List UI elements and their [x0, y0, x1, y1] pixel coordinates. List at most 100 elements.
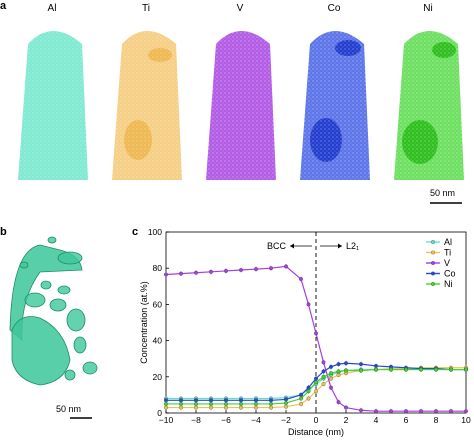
x-tick-label: −10 [159, 415, 174, 425]
x-tick-label: −4 [251, 415, 261, 425]
legend-marker-v [431, 261, 435, 265]
data-point-v [434, 409, 438, 414]
arrow-left-head [290, 243, 294, 249]
data-point-ni [321, 374, 326, 379]
legend-marker-ti [431, 250, 435, 255]
x-tick-label: 6 [404, 415, 409, 425]
data-point-v [464, 409, 468, 414]
data-point-ni [164, 402, 168, 406]
isosurface-map [9, 236, 98, 386]
annotation-bcc: BCC [267, 241, 287, 251]
data-point-ni [299, 396, 303, 401]
data-point-ni [336, 369, 341, 374]
legend-label-al: Al [444, 237, 452, 247]
data-point-co [336, 362, 341, 367]
map-ni [394, 31, 464, 180]
data-point-v [404, 409, 408, 414]
data-point-ni [209, 402, 213, 406]
x-tick-label: 4 [374, 415, 379, 425]
x-tick-label: −6 [221, 415, 231, 425]
map-ti [112, 31, 182, 180]
data-point-ni [374, 367, 378, 372]
map-label-ni: Ni [423, 3, 433, 14]
data-point-ni [179, 402, 183, 406]
legend-label-ti: Ti [444, 248, 451, 258]
legend-marker-al [431, 240, 435, 244]
data-point-ni [254, 402, 258, 406]
legend-marker-ni [431, 282, 435, 286]
series-line-ni [166, 368, 466, 405]
y-tick-label: 20 [153, 372, 163, 382]
panel-a-scale-label: 50 nm [430, 188, 456, 198]
y-tick-label: 100 [148, 227, 162, 237]
data-point-ti [321, 382, 326, 386]
arrow-right-head [338, 243, 342, 249]
y-tick-label: 40 [153, 336, 163, 346]
data-point-co [344, 361, 348, 366]
data-point-v [359, 408, 363, 413]
map-co [300, 31, 370, 180]
legend-label-ni: Ni [444, 279, 453, 289]
series-line-v [165, 265, 466, 412]
data-point-v [329, 385, 333, 390]
data-point-ti [299, 402, 303, 406]
series-line-ti [166, 367, 466, 409]
x-tick-label: 2 [344, 415, 349, 425]
data-point-co [359, 362, 363, 367]
map-label-v: V [236, 3, 244, 14]
map-label-ti: Ti [142, 3, 150, 14]
data-point-ti [314, 389, 318, 394]
data-point-ti [329, 376, 333, 381]
data-point-ni [194, 402, 198, 406]
data-point-ni [224, 402, 228, 406]
map-label-co: Co [327, 3, 341, 14]
data-point-co [321, 369, 326, 374]
data-point-v [269, 266, 273, 271]
series-line-co [166, 362, 466, 401]
y-tick-label: 0 [157, 408, 162, 418]
data-point-ni [434, 367, 438, 372]
data-point-v [374, 409, 378, 414]
data-point-v [209, 269, 213, 274]
panel-b-letter: b [0, 226, 7, 238]
x-tick-label: −8 [191, 415, 201, 425]
panel-b-scale-label: 50 nm [56, 404, 82, 414]
data-point-ni [329, 371, 333, 376]
y-tick-label: 80 [153, 263, 163, 273]
data-point-ti [306, 396, 311, 401]
map-al [18, 31, 88, 180]
data-point-v [449, 409, 453, 414]
data-point-v [299, 277, 303, 282]
data-point-v [254, 267, 258, 272]
data-point-v [419, 409, 423, 414]
map-label-al: Al [47, 3, 57, 14]
y-tick-label: 60 [153, 299, 163, 309]
annotation-l21: L2₁ [346, 241, 359, 251]
data-point-ni [404, 367, 408, 372]
data-point-ni [389, 367, 393, 372]
y-axis-label: Concentration (at.%) [139, 281, 149, 364]
data-point-v [194, 270, 198, 275]
data-point-ni [449, 367, 453, 372]
data-point-ni [464, 367, 468, 372]
x-tick-label: 10 [461, 415, 471, 425]
data-point-ni [284, 401, 288, 405]
data-point-v [179, 271, 183, 276]
legend-label-v: V [444, 258, 450, 268]
data-point-v [239, 268, 243, 272]
data-point-ni [269, 402, 273, 406]
data-point-v [321, 360, 326, 365]
data-point-ni [314, 380, 318, 385]
data-point-v [344, 405, 348, 410]
x-axis-label: Distance (nm) [288, 427, 344, 437]
data-point-ni [306, 389, 311, 394]
panel-a-letter: a [0, 0, 7, 12]
data-point-v [336, 400, 341, 405]
data-point-v [224, 268, 228, 273]
data-point-ni [239, 402, 243, 406]
data-point-ni [419, 367, 423, 372]
data-point-v [284, 264, 288, 269]
data-point-v [389, 409, 393, 414]
